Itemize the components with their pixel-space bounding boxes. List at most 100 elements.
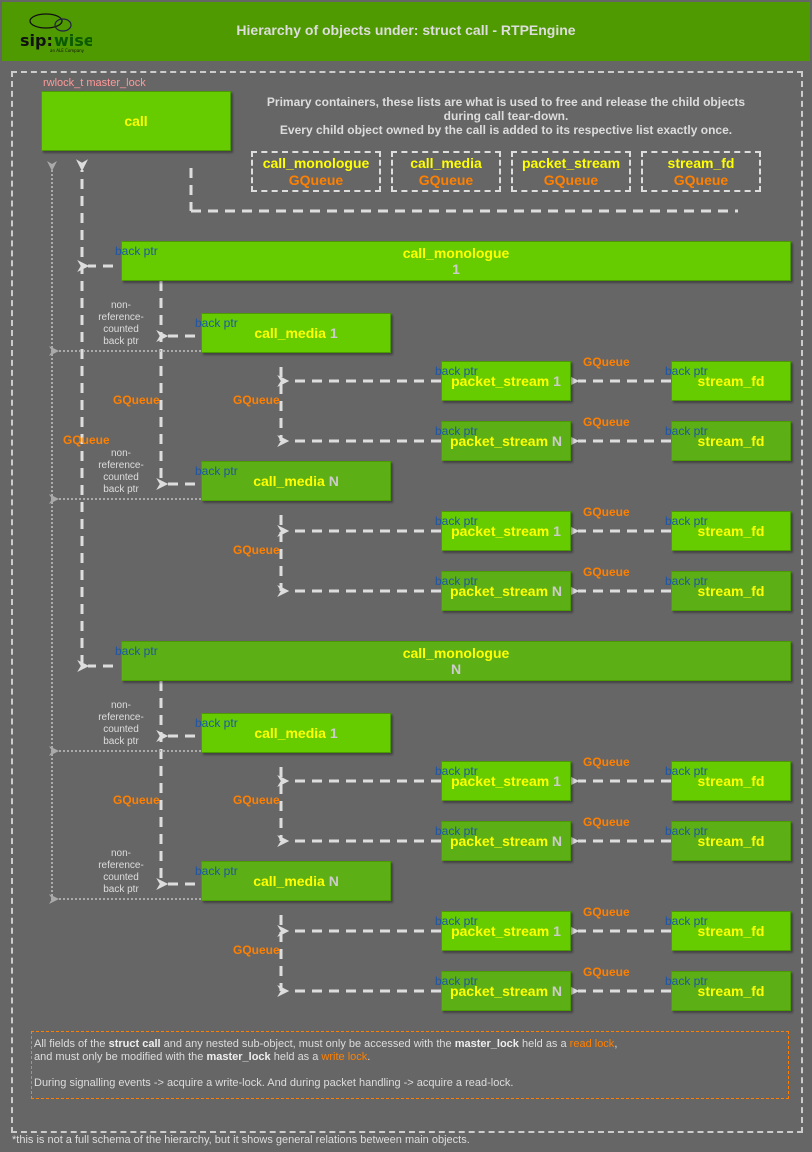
container-call-monologue: call_monologue GQueue: [251, 151, 381, 192]
text-label: stream_fd: [697, 983, 765, 999]
back-ptr-label: back ptr: [435, 764, 478, 778]
container-type: GQueue: [393, 172, 499, 189]
call-media-box: call_media 1: [201, 313, 391, 353]
text-label: GQueue: [543, 172, 599, 188]
gqueue-label: GQueue: [113, 393, 160, 407]
text-label: stream_fd: [697, 583, 765, 599]
text-label: call_monologue: [402, 645, 510, 661]
primary-containers-note: Primary containers, these lists are what…: [236, 95, 776, 137]
text-label: call_media: [254, 725, 326, 741]
back-ptr-label: back ptr: [665, 824, 708, 838]
note-line: Primary containers, these lists are what…: [266, 95, 746, 109]
text-label: stream_fd: [697, 923, 765, 939]
text-label: packet_stream: [521, 155, 621, 171]
stream-fd-box: stream_fd: [671, 821, 791, 861]
text-label: packet_stream: [451, 923, 550, 939]
back-ptr-label: back ptr: [115, 244, 158, 258]
text-label: back ptr: [115, 244, 158, 258]
text-label: GQueue: [583, 355, 630, 369]
text-label: 1: [553, 923, 561, 939]
text-label: back ptr: [435, 824, 478, 838]
container-label: call_monologue: [253, 155, 379, 172]
text-label: held as a: [270, 1051, 322, 1063]
text-label: call_media: [254, 325, 326, 341]
text-label: counted: [103, 472, 139, 483]
text-label: back ptr: [665, 364, 708, 378]
call-boundary: [11, 71, 803, 1133]
back-ptr-label: back ptr: [665, 974, 708, 988]
text-label: master_lock: [206, 1051, 271, 1063]
text-label: back ptr: [665, 824, 708, 838]
text-label: held as a: [518, 1038, 570, 1050]
call-label: call: [124, 113, 148, 129]
text-label: stream_fd: [697, 433, 765, 449]
text-label: GQueue: [233, 543, 280, 557]
call-box: call: [41, 91, 231, 151]
text-label: 1: [329, 725, 338, 741]
call-media-box: call_media N: [201, 461, 391, 501]
call-media-box: call_media 1: [201, 713, 391, 753]
text-label: packet_stream: [449, 433, 549, 449]
text-label: GQueue: [233, 793, 280, 807]
back-ptr-label: back ptr: [195, 864, 238, 878]
back-ptr-label: back ptr: [195, 464, 238, 478]
text-label: GQueue: [113, 393, 160, 407]
text-label: GQueue: [583, 815, 630, 829]
gqueue-label: GQueue: [583, 415, 630, 429]
stream-fd-box: stream_fd: [671, 911, 791, 951]
gqueue-label: GQueue: [583, 565, 630, 579]
text-label: and must only be modified with the: [34, 1051, 207, 1063]
call-monologue-box: call_monologue 1: [121, 241, 791, 281]
text-label: non-: [110, 700, 131, 711]
stream-fd-box: stream_fd: [671, 971, 791, 1011]
text-label: GQueue: [583, 965, 630, 979]
text-label: back ptr: [435, 764, 478, 778]
text-label: GQueue: [63, 433, 110, 447]
note-line: Every child object owned by the call is …: [279, 123, 733, 137]
text-label: GQueue: [233, 393, 280, 407]
text-label: call_media: [253, 473, 325, 489]
stream-fd-box: stream_fd: [671, 761, 791, 801]
gqueue-label: GQueue: [583, 815, 630, 829]
packet-stream-box: packet_stream N: [441, 821, 571, 861]
text-label: stream_fd: [697, 523, 765, 539]
text-label: back ptr: [435, 574, 478, 588]
text-label: 1: [553, 373, 561, 389]
text-label: GQueue: [583, 755, 630, 769]
container-call-media: call_media GQueue: [391, 151, 501, 192]
container-type: GQueue: [513, 172, 629, 189]
text-label: .: [367, 1051, 371, 1063]
text-label: back ptr: [665, 914, 708, 928]
packet-stream-box: packet_stream N: [441, 971, 571, 1011]
text-label: N: [551, 983, 563, 999]
text-label: master_lock: [454, 1038, 519, 1050]
text-label: non-: [110, 448, 131, 459]
text-label: back ptr: [435, 424, 478, 438]
text-label: call_monologue: [402, 245, 510, 261]
packet-stream-box: packet_stream 1: [441, 511, 571, 551]
text-label: GQueue: [583, 505, 630, 519]
gqueue-label: GQueue: [583, 755, 630, 769]
stream-fd-box: stream_fd: [671, 571, 791, 611]
page-title: Hierarchy of objects under: struct call …: [236, 22, 576, 38]
text-label: packet_stream: [451, 373, 550, 389]
text-label: back ptr: [115, 644, 158, 658]
back-ptr-label: back ptr: [665, 424, 708, 438]
text-label: struct call: [108, 1038, 161, 1050]
call-monologue-box: call_monologue N: [121, 641, 791, 681]
text-label: reference-: [98, 312, 144, 323]
back-ptr-label: back ptr: [435, 424, 478, 438]
gqueue-label: GQueue: [233, 793, 280, 807]
text-label: GQueue: [673, 172, 729, 188]
text-label: stream_fd: [697, 833, 765, 849]
text-label: back ptr: [665, 974, 708, 988]
text-label: 1: [553, 523, 561, 539]
text-label: N: [328, 873, 339, 889]
text-label: back ptr: [435, 514, 478, 528]
back-ptr-label: back ptr: [435, 574, 478, 588]
text-label: GQueue: [418, 172, 474, 188]
text-label: back ptr: [103, 336, 139, 347]
text-label: back ptr: [103, 484, 139, 495]
back-ptr-label: back ptr: [665, 514, 708, 528]
